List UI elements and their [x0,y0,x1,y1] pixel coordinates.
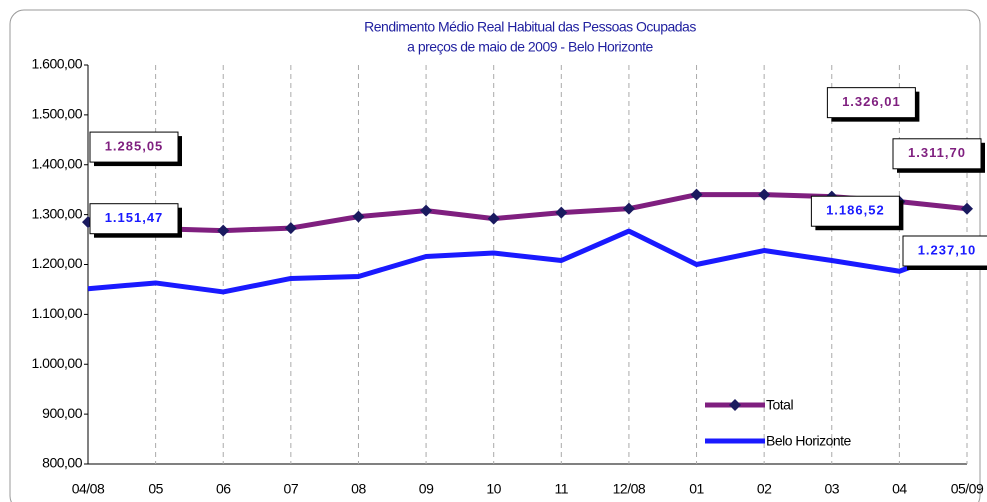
x-tick-label: 02 [757,481,772,497]
x-tick-label: 11 [555,481,569,497]
series-line [87,228,968,295]
value-label: 1.311,70 [908,145,966,160]
x-tick-label: 01 [689,481,704,497]
y-tick-label: 1.600,00 [32,56,83,72]
x-tick-label: 10 [486,481,501,497]
label-box [826,87,916,119]
value-label: 1.186,52 [826,203,885,218]
y-tick-label: 1.500,00 [32,106,83,122]
x-tick-label: 12/08 [613,481,646,497]
marker [352,210,365,223]
legend-marker [729,399,741,411]
y-tick-label: 1.100,00 [32,305,83,321]
label-box [902,235,987,267]
y-tick-label: 1.400,00 [32,155,83,171]
label-box [89,131,179,163]
x-tick-label: 04 [892,481,907,497]
marker [284,222,297,235]
x-tick-label: 06 [216,481,231,497]
marker [217,224,230,237]
chart-title: Rendimento Médio Real Habitual das Pesso… [364,19,696,35]
x-tick-label: 09 [419,481,434,497]
y-tick-label: 1.300,00 [32,205,83,221]
value-label: 1.237,10 [918,242,977,257]
value-label: 1.285,05 [105,139,164,154]
marker [758,188,771,201]
x-tick-label: 08 [351,481,366,497]
legend-label: Total [766,397,793,413]
chart-subtitle: a preços de maio de 2009 - Belo Horizont… [407,39,653,55]
x-tick-label: 07 [284,481,299,497]
label-box [892,138,982,170]
legend-label: Belo Horizonte [766,433,852,449]
marker [555,206,568,219]
marker [487,212,500,225]
x-tick-label: 03 [824,481,839,497]
y-tick-label: 900,00 [42,405,83,421]
x-tick-label: 05 [148,481,163,497]
marker [420,204,433,217]
marker [961,202,973,215]
x-tick-label: 05/09 [951,481,984,497]
y-tick-label: 800,00 [42,455,83,471]
label-box [810,195,900,227]
y-tick-label: 1.200,00 [32,255,83,271]
marker [622,202,635,215]
label-box [89,203,179,235]
value-label: 1.151,47 [105,210,164,225]
x-tick-label: 04/08 [72,481,105,497]
value-label: 1.326,01 [842,94,901,109]
marker [690,188,703,201]
y-tick-label: 1.000,00 [32,355,83,371]
